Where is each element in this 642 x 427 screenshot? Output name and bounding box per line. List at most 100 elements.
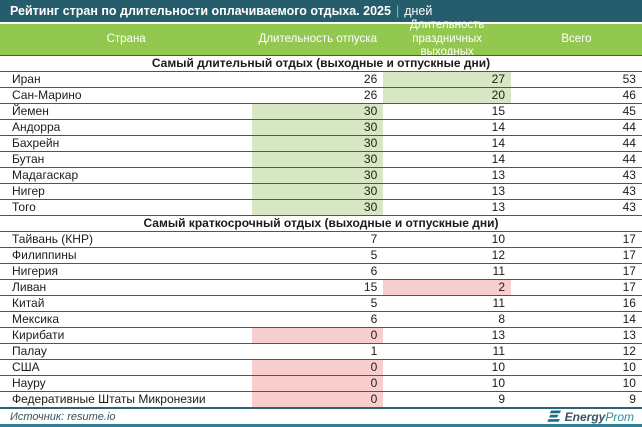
total-days-cell: 17 (622, 248, 636, 262)
total-days-cell: 44 (622, 136, 636, 150)
country-cell: Мексика (12, 312, 60, 326)
country-cell: Ливан (12, 280, 47, 294)
vacation-days-cell: 30 (252, 104, 384, 119)
vacation-days-cell: 0 (252, 328, 384, 343)
footer: Источник: resume.io EnergyProm (0, 408, 642, 424)
vacation-days-cell: 0 (252, 376, 384, 391)
total-days-cell: 17 (622, 232, 636, 246)
table-row: Бахрейн 30 14 44 (0, 136, 642, 152)
table-row: Андорра 30 14 44 (0, 120, 642, 136)
table-row: Бутан 30 14 44 (0, 152, 642, 168)
total-days-cell: 43 (622, 168, 636, 182)
column-header-holidays: Длительность праздничных выходных (409, 18, 485, 59)
holiday-days-cell: 13 (491, 200, 505, 214)
total-days-cell: 17 (622, 280, 636, 294)
table-row: США 0 10 10 (0, 360, 642, 376)
country-cell: Сан-Марино (12, 88, 82, 102)
logo-text-energy: Energy (564, 409, 606, 424)
section-header: Самый краткосрочный отдых (выходные и от… (0, 216, 642, 232)
vacation-days-cell: 30 (252, 168, 384, 183)
table-row: Мадагаскар 30 13 43 (0, 168, 642, 184)
vacation-days-cell: 30 (252, 200, 384, 215)
total-days-cell: 44 (622, 120, 636, 134)
title-gap (0, 22, 642, 24)
country-cell: Бутан (12, 152, 45, 166)
vacation-days-cell: 6 (370, 264, 378, 278)
holiday-days-cell: 27 (383, 72, 511, 87)
vacation-days-cell: 1 (370, 344, 378, 358)
holiday-days-cell: 2 (383, 280, 511, 295)
total-days-cell: 13 (622, 328, 636, 342)
country-cell: Иран (12, 72, 41, 86)
table-row: Филиппины 5 12 17 (0, 248, 642, 264)
column-header-vacation: Длительность отпуска (258, 32, 377, 45)
table-row: Того 30 13 43 (0, 200, 642, 216)
source-text: Источник: resume.io (10, 410, 116, 423)
total-days-cell: 43 (622, 184, 636, 198)
holiday-days-cell: 14 (491, 136, 505, 150)
energyprom-logo-text: EnergyProm (565, 410, 634, 424)
holiday-days-cell: 13 (491, 168, 505, 182)
total-days-cell: 44 (622, 152, 636, 166)
holiday-days-cell: 20 (383, 88, 511, 103)
total-days-cell: 43 (622, 200, 636, 214)
holiday-days-cell: 10 (491, 360, 505, 374)
table-row: Мексика 6 8 14 (0, 312, 642, 328)
vacation-days-cell: 26 (363, 88, 378, 102)
total-days-cell: 45 (622, 104, 636, 118)
vacation-days-cell: 7 (370, 232, 378, 246)
title-bar: Рейтинг стран по длительности оплачиваем… (0, 0, 642, 22)
vacation-days-cell: 5 (370, 248, 378, 262)
vacation-days-cell: 0 (252, 360, 384, 375)
country-cell: Китай (12, 296, 45, 310)
holiday-days-cell: 12 (491, 248, 505, 262)
logo-text-prom: Prom (605, 409, 634, 424)
vacation-days-cell: 30 (252, 152, 384, 167)
country-cell: Тайвань (КНР) (12, 232, 93, 246)
country-cell: Федеративные Штаты Микронезии (12, 392, 206, 406)
title-unit: дней (404, 4, 433, 18)
vacation-days-cell: 5 (370, 296, 378, 310)
country-cell: Филиппины (12, 248, 77, 262)
table-row: Йемен 30 15 45 (0, 104, 642, 120)
column-header-country: Страна (106, 32, 146, 45)
table-row: Нигер 30 13 43 (0, 184, 642, 200)
holiday-days-cell: 11 (492, 264, 505, 278)
country-cell: Кирибати (12, 328, 65, 342)
holiday-days-cell: 11 (492, 344, 505, 358)
total-days-cell: 10 (622, 360, 636, 374)
holiday-days-cell: 10 (491, 232, 505, 246)
vacation-days-cell: 30 (252, 120, 384, 135)
title-separator: | (395, 4, 400, 18)
table-row: Науру 0 10 10 (0, 376, 642, 392)
holiday-days-cell: 8 (498, 312, 505, 326)
table-body: Самый длительный отдых (выходные и отпус… (0, 55, 642, 408)
country-cell: Нигер (12, 184, 45, 198)
total-days-cell: 9 (629, 392, 636, 406)
energyprom-logo: EnergyProm (546, 410, 634, 424)
country-cell: Науру (12, 376, 46, 390)
country-cell: Палау (12, 344, 47, 358)
table-column-header: Страна Длительность отпуска Длительность… (0, 19, 642, 58)
country-cell: Йемен (12, 104, 49, 118)
country-cell: Нигерия (12, 264, 59, 278)
vacation-days-cell: 0 (252, 392, 384, 407)
holiday-days-cell: 10 (491, 376, 505, 390)
table-row: Кирибати 0 13 13 (0, 328, 642, 344)
holiday-days-cell: 13 (491, 328, 505, 342)
total-days-cell: 10 (622, 376, 636, 390)
column-header-total: Всего (561, 32, 592, 45)
table-row: Китай 5 11 16 (0, 296, 642, 312)
total-days-cell: 12 (622, 344, 636, 358)
holiday-days-cell: 14 (491, 152, 505, 166)
total-days-cell: 46 (622, 88, 636, 102)
total-days-cell: 14 (622, 312, 636, 326)
holiday-days-cell: 14 (491, 120, 505, 134)
country-cell: США (12, 360, 40, 374)
table-row: Ливан 15 2 17 (0, 280, 642, 296)
total-days-cell: 17 (622, 264, 636, 278)
table-row: Иран 26 27 53 (0, 72, 642, 88)
page-title: Рейтинг стран по длительности оплачиваем… (10, 4, 391, 18)
total-days-cell: 53 (622, 72, 636, 86)
